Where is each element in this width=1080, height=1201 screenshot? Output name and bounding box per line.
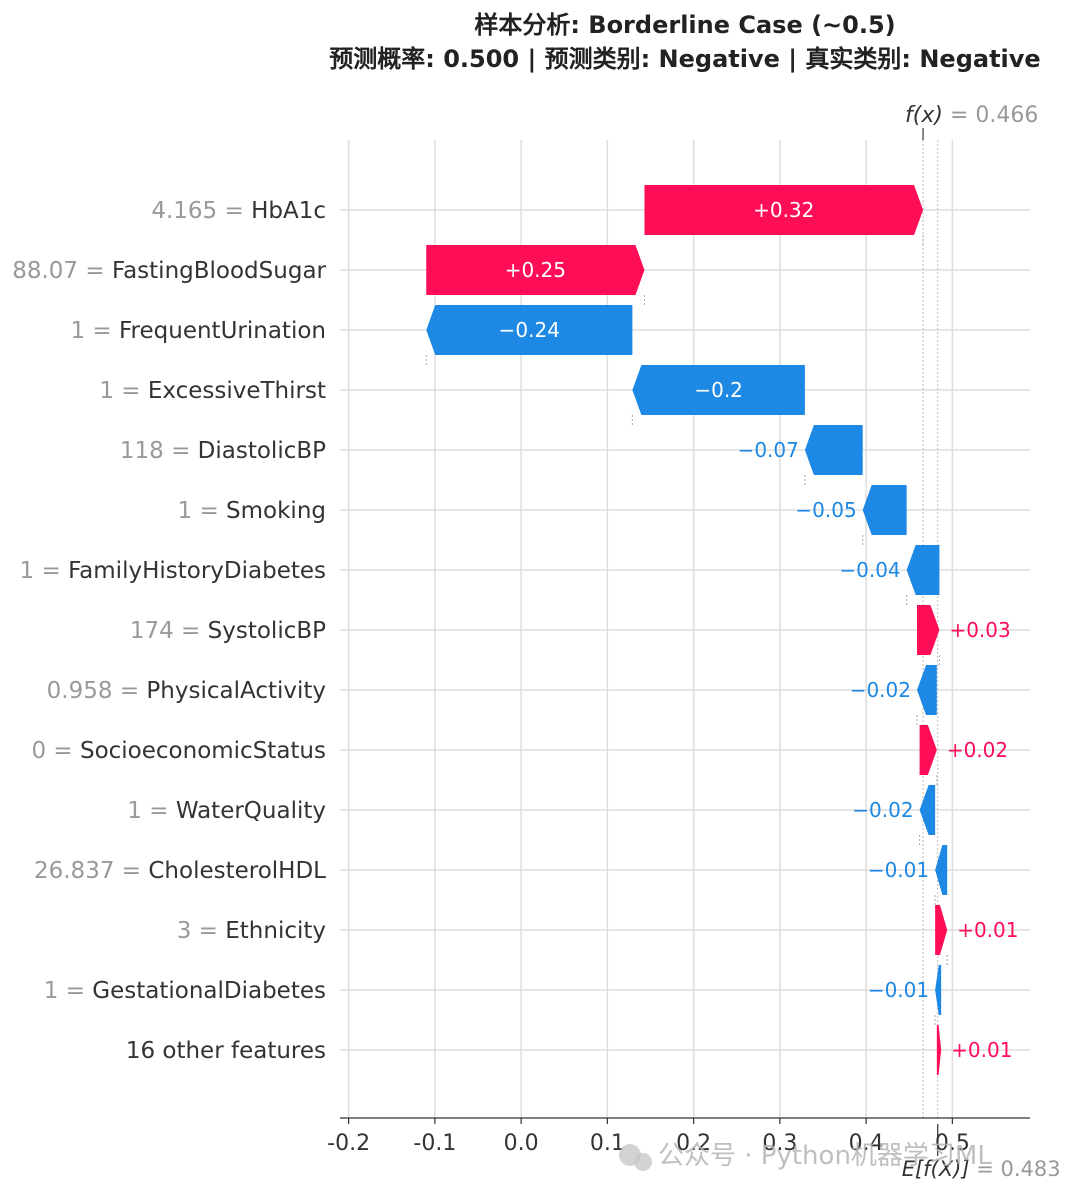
waterfall-bar [644, 185, 924, 235]
fx-annotation: f(x) = 0.466 [905, 103, 1038, 128]
feature-label: 88.07 = FastingBloodSugar [12, 258, 326, 284]
bar-value-label: +0.25 [505, 258, 566, 282]
waterfall-bar [426, 245, 645, 295]
bar-value-label: −0.05 [795, 498, 856, 522]
feature-name: HbA1c [251, 198, 326, 224]
feature-value: 0.958 = [47, 678, 147, 704]
bar-value-label: −0.07 [738, 438, 799, 462]
feature-name: CholesterolHDL [148, 858, 326, 884]
bar-value-label: +0.03 [949, 618, 1010, 642]
feature-value: 4.165 = [151, 198, 251, 224]
watermark-text: 公众号 · Python机器学习ML [658, 1141, 992, 1171]
bar-value-label: −0.01 [868, 978, 929, 1002]
waterfall-bar [919, 725, 937, 775]
feature-name: FrequentUrination [119, 318, 326, 344]
feature-value: 1 = [99, 378, 148, 404]
x-tick-label: -0.2 [327, 1131, 370, 1156]
bar-value-label: +0.01 [957, 918, 1018, 942]
waterfall-bar [917, 665, 937, 715]
feature-value: 1 = [178, 498, 227, 524]
ex-annotation: E[f(X)] = 0.483 [902, 1157, 1061, 1181]
bar-value-label: −0.2 [694, 378, 743, 402]
ex-label: E[f(X)] [902, 1157, 970, 1181]
feature-value: 0 = [31, 738, 80, 764]
feature-label: 16 other features [126, 1038, 326, 1064]
waterfall-bar [862, 485, 907, 535]
feature-name: GestationalDiabetes [92, 978, 326, 1004]
x-tick-label: 0.3 [762, 1131, 797, 1156]
feature-value: 1 = [44, 978, 93, 1004]
chart-title-line2: 预测概率: 0.500 | 预测类别: Negative | 真实类别: Neg… [329, 45, 1040, 73]
feature-value: 1 = [70, 318, 119, 344]
feature-value: 1 = [127, 798, 176, 824]
watermark: 公众号 · Python机器学习ML [619, 1141, 992, 1171]
feature-label: 0.958 = PhysicalActivity [47, 678, 326, 704]
feature-name: PhysicalActivity [146, 678, 326, 704]
bar-value-label: +0.01 [951, 1038, 1012, 1062]
x-tick-label: 0.0 [504, 1131, 539, 1156]
wechat-icon-bubble [634, 1153, 652, 1171]
bar-value-label: −0.02 [850, 678, 911, 702]
x-tick-label: 0.1 [590, 1131, 625, 1156]
waterfall-bar [919, 785, 936, 835]
feature-label: 3 = Ethnicity [177, 918, 326, 944]
bar-value-label: +0.32 [753, 198, 814, 222]
feature-label: 1 = FrequentUrination [70, 318, 326, 344]
ex-value: = 0.483 [970, 1157, 1061, 1181]
feature-name: Smoking [226, 498, 326, 524]
waterfall-bar [917, 605, 940, 655]
feature-label: 1 = WaterQuality [127, 798, 326, 824]
feature-label: 26.837 = CholesterolHDL [34, 858, 326, 884]
feature-name: FamilyHistoryDiabetes [68, 558, 326, 584]
feature-label: 0 = SocioeconomicStatus [31, 738, 326, 764]
fx-value: = 0.466 [943, 103, 1038, 128]
feature-value: 1 = [20, 558, 69, 584]
waterfall-bar [426, 305, 633, 355]
feature-label: 118 = DiastolicBP [120, 438, 326, 464]
feature-value: 174 = [130, 618, 208, 644]
waterfall-bar [935, 965, 942, 1015]
waterfall-bar [935, 845, 948, 895]
label-layer: +0.32 4.165 = HbA1c +0.25 88.07 = FastingBl… [12, 198, 1018, 1064]
feature-value: 118 = [120, 438, 198, 464]
waterfall-bar [936, 1025, 942, 1075]
x-axis: -0.2 -0.1 0.0 0.1 0.2 0.3 0.4 0.5 [327, 1117, 1030, 1156]
feature-value: 26.837 = [34, 858, 148, 884]
bar-value-label: −0.01 [868, 858, 929, 882]
feature-name: WaterQuality [176, 798, 326, 824]
feature-name: DiastolicBP [198, 438, 326, 464]
feature-label: 1 = FamilyHistoryDiabetes [20, 558, 326, 584]
fx-label: f(x) [905, 103, 943, 128]
feature-label: 174 = SystolicBP [130, 618, 326, 644]
feature-name: SocioeconomicStatus [80, 738, 326, 764]
bar-layer [425, 185, 948, 1075]
feature-name: Ethnicity [225, 918, 326, 944]
x-tick-label: 0.4 [849, 1131, 884, 1156]
waterfall-bar [632, 365, 805, 415]
bar-value-label: −0.24 [499, 318, 560, 342]
feature-name: ExcessiveThirst [148, 378, 326, 404]
feature-name: FastingBloodSugar [112, 258, 327, 284]
waterfall-bar [906, 545, 940, 595]
x-tick-label: 0.5 [935, 1131, 970, 1156]
feature-label: 1 = ExcessiveThirst [99, 378, 326, 404]
waterfall-bar [935, 905, 948, 955]
bar-value-label: −0.04 [839, 558, 900, 582]
x-tick-label: -0.1 [413, 1131, 456, 1156]
feature-label: 4.165 = HbA1c [151, 198, 326, 224]
feature-value: 88.07 = [12, 258, 112, 284]
feature-label: 1 = Smoking [178, 498, 327, 524]
feature-label: 1 = GestationalDiabetes [44, 978, 326, 1004]
chart-title-line1: 样本分析: Borderline Case (~0.5) [474, 11, 895, 39]
feature-name: SystolicBP [208, 618, 326, 644]
feature-value: 3 = [177, 918, 226, 944]
bar-value-label: +0.02 [947, 738, 1008, 762]
feature-name: 16 other features [126, 1038, 326, 1064]
x-tick-label: 0.2 [676, 1131, 711, 1156]
bar-value-label: −0.02 [852, 798, 913, 822]
waterfall-bar [804, 425, 863, 475]
